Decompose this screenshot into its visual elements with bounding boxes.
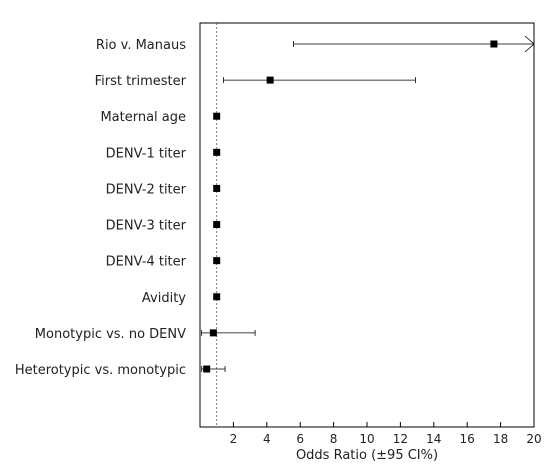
x-tick-label: 2 xyxy=(230,432,238,446)
row-label: DENV-1 titer xyxy=(106,146,187,161)
row-label: Heterotypic vs. monotypic xyxy=(15,363,186,378)
or-marker xyxy=(213,148,221,156)
x-tick-label: 8 xyxy=(330,432,338,446)
x-tick-label: 4 xyxy=(263,432,271,446)
or-marker xyxy=(213,112,221,120)
or-marker xyxy=(213,221,221,229)
x-tick-label: 16 xyxy=(460,432,475,446)
x-tick-label: 12 xyxy=(393,432,408,446)
row-label: DENV-2 titer xyxy=(106,182,187,197)
x-tick-label: 10 xyxy=(359,432,374,446)
plot-frame xyxy=(199,22,535,428)
or-marker xyxy=(213,184,221,192)
row-label: Rio v. Manaus xyxy=(96,38,186,53)
or-marker xyxy=(266,76,274,84)
ci-arrow xyxy=(524,35,535,53)
row-label: Maternal age xyxy=(100,110,186,125)
x-tick-label: 14 xyxy=(426,432,441,446)
x-axis-title: Odds Ratio (±95 CI%) xyxy=(296,448,438,463)
row-label: Monotypic vs. no DENV xyxy=(35,327,186,342)
or-marker xyxy=(203,365,211,373)
row-label: DENV-3 titer xyxy=(106,219,187,234)
or-marker xyxy=(213,293,221,301)
row-label: DENV-4 titer xyxy=(106,255,187,270)
row-label: Avidity xyxy=(142,291,186,306)
or-marker xyxy=(213,257,221,265)
or-marker xyxy=(490,40,498,48)
x-tick-label: 20 xyxy=(526,432,541,446)
x-tick-label: 6 xyxy=(296,432,304,446)
row-label: First trimester xyxy=(95,74,187,89)
or-marker xyxy=(209,329,217,337)
x-tick-label: 18 xyxy=(493,432,508,446)
